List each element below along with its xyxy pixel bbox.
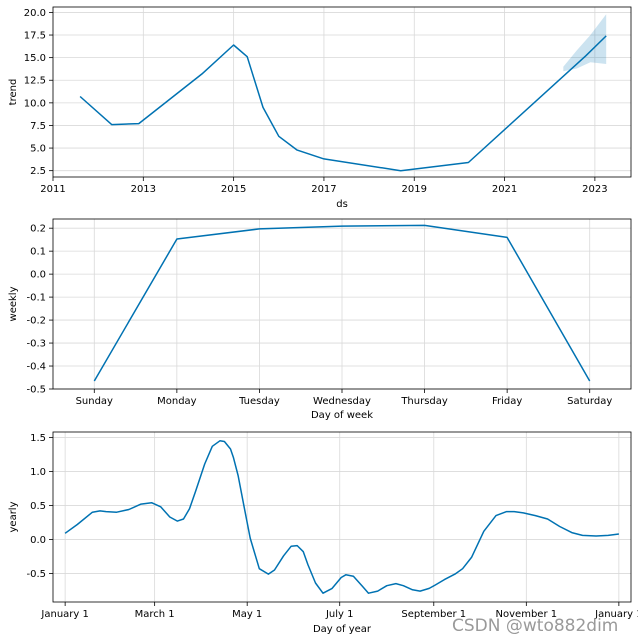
weekly-y-ticks: -0.5 -0.4 -0.3 -0.2 -0.1 0.0 0.1 0.2: [26, 224, 53, 396]
trend-x-tick-label: 2011: [40, 184, 65, 195]
weekly-x-tick-label: Thursday: [400, 396, 448, 407]
trend-series: [79, 35, 607, 172]
trend-x-tick-label: 2021: [492, 184, 517, 195]
weekly-series-line: [93, 224, 591, 382]
yearly-x-tick-label: January 1: [594, 609, 638, 620]
yearly-x-tick-label: September 1: [401, 609, 466, 620]
trend-x-axis-label: ds: [336, 199, 348, 210]
trend-y-ticks: 2.5 5.0 7.5 10.0 12.5 15.0 17.5 20.0: [24, 8, 53, 177]
weekly-y-tick-label: -0.4: [26, 362, 46, 373]
trend-y-tick-label: 17.5: [24, 31, 46, 42]
trend-x-tick-label: 2015: [221, 184, 246, 195]
trend-plot-frame: [52, 6, 632, 178]
weekly-y-tick-label: -0.2: [26, 316, 46, 327]
yearly-series: [64, 440, 619, 594]
yearly-y-tick-label: -0.5: [26, 569, 46, 580]
trend-x-tick-label: 2017: [311, 184, 336, 195]
yearly-x-axis-label: Day of year: [313, 624, 372, 635]
trend-y-tick-label: 15.0: [24, 53, 46, 64]
weekly-x-tick-label: Saturday: [567, 396, 612, 407]
weekly-x-tick-label: Sunday: [76, 396, 113, 407]
trend-x-tick-label: 2023: [582, 184, 607, 195]
trend-y-axis-label: trend: [8, 79, 19, 106]
trend-y-tick-label: 10.0: [24, 98, 46, 109]
yearly-grid: [53, 432, 631, 602]
yearly-plot-frame: [52, 431, 632, 603]
trend-panel: 2011 2013 2015 2017 2019 2021 2023 2.5 5.0 7.5 10…: [8, 6, 632, 210]
trend-grid: [52, 7, 631, 177]
watermark-text: CSDN @wto882dim: [452, 616, 618, 636]
weekly-series: [93, 224, 591, 382]
yearly-x-tick-label: July 1: [325, 609, 354, 620]
weekly-y-axis-label: weekly: [8, 286, 19, 321]
yearly-x-tick-label: March 1: [135, 609, 175, 620]
trend-y-tick-label: 2.5: [30, 166, 46, 177]
weekly-y-tick-label: 0.1: [30, 247, 46, 258]
yearly-x-ticks: January 1 March 1 May 1 July 1 September 1 No…: [40, 602, 638, 620]
weekly-y-tick-label: -0.1: [26, 293, 46, 304]
yearly-x-tick-label: November 1: [496, 609, 558, 620]
weekly-y-tick-label: -0.3: [26, 339, 46, 350]
yearly-y-tick-label: 1.5: [30, 433, 46, 444]
weekly-x-tick-label: Friday: [492, 396, 522, 407]
trend-uncertainty-band: [563, 14, 607, 72]
weekly-panel: Sunday Monday Tuesday Wednesday Thursday Frid…: [8, 218, 632, 421]
trend-x-ticks: 2011 2013 2015 2017 2019 2021 2023: [40, 177, 608, 195]
weekly-x-tick-label: Monday: [157, 396, 197, 407]
yearly-x-tick-label: May 1: [232, 609, 262, 620]
weekly-y-tick-label: -0.5: [26, 385, 46, 396]
weekly-x-ticks: Sunday Monday Tuesday Wednesday Thursday Frid…: [76, 389, 612, 407]
trend-y-tick-label: 5.0: [30, 144, 46, 155]
trend-y-tick-label: 12.5: [24, 76, 46, 87]
yearly-y-tick-label: 0.0: [30, 535, 46, 546]
weekly-x-tick-label: Wednesday: [313, 396, 371, 407]
yearly-x-tick-label: January 1: [40, 609, 88, 620]
trend-series-line: [79, 35, 607, 172]
yearly-y-tick-label: 1.0: [30, 467, 46, 478]
yearly-y-tick-label: 0.5: [30, 501, 46, 512]
yearly-series-line: [64, 440, 619, 594]
weekly-y-tick-label: 0.2: [30, 224, 46, 235]
yearly-y-ticks: -0.5 0.0 0.5 1.0 1.5: [26, 433, 53, 580]
trend-y-tick-label: 20.0: [24, 8, 46, 19]
trend-x-tick-label: 2019: [402, 184, 427, 195]
weekly-y-tick-label: 0.0: [30, 270, 46, 281]
weekly-x-axis-label: Day of week: [311, 410, 373, 421]
trend-x-tick-label: 2013: [131, 184, 156, 195]
yearly-panel: January 1 March 1 May 1 July 1 September 1 No…: [8, 431, 638, 635]
trend-uncertainty-area: [563, 14, 607, 72]
weekly-x-tick-label: Tuesday: [238, 396, 280, 407]
trend-y-tick-label: 7.5: [30, 121, 46, 132]
yearly-y-axis-label: yearly: [8, 501, 19, 532]
